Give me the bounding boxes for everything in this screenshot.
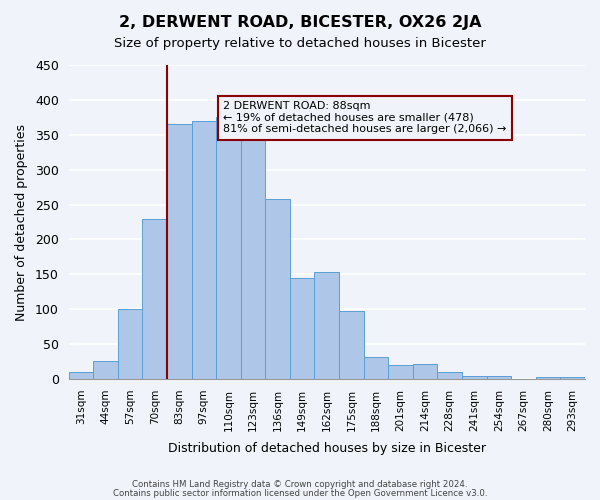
Bar [68, 372, 93, 379]
Bar [487, 376, 511, 379]
Bar [142, 218, 167, 379]
Bar [388, 365, 413, 379]
Bar [462, 376, 487, 379]
Bar [364, 356, 388, 379]
Text: Contains HM Land Registry data © Crown copyright and database right 2024.: Contains HM Land Registry data © Crown c… [132, 480, 468, 489]
Text: Contains public sector information licensed under the Open Government Licence v3: Contains public sector information licen… [113, 490, 487, 498]
Bar [241, 132, 265, 379]
Bar [413, 364, 437, 379]
Bar [314, 272, 339, 379]
Text: 2, DERWENT ROAD, BICESTER, OX26 2JA: 2, DERWENT ROAD, BICESTER, OX26 2JA [119, 15, 481, 30]
Bar [93, 361, 118, 379]
Bar [118, 310, 142, 379]
Text: 2 DERWENT ROAD: 88sqm
← 19% of detached houses are smaller (478)
81% of semi-det: 2 DERWENT ROAD: 88sqm ← 19% of detached … [223, 101, 507, 134]
Bar [216, 118, 241, 379]
Bar [560, 377, 585, 379]
Bar [290, 278, 314, 379]
Bar [339, 312, 364, 379]
Bar [437, 372, 462, 379]
X-axis label: Distribution of detached houses by size in Bicester: Distribution of detached houses by size … [168, 442, 486, 455]
Y-axis label: Number of detached properties: Number of detached properties [15, 124, 28, 320]
Text: Size of property relative to detached houses in Bicester: Size of property relative to detached ho… [114, 38, 486, 51]
Bar [167, 124, 191, 379]
Bar [265, 199, 290, 379]
Bar [191, 121, 216, 379]
Bar [536, 377, 560, 379]
